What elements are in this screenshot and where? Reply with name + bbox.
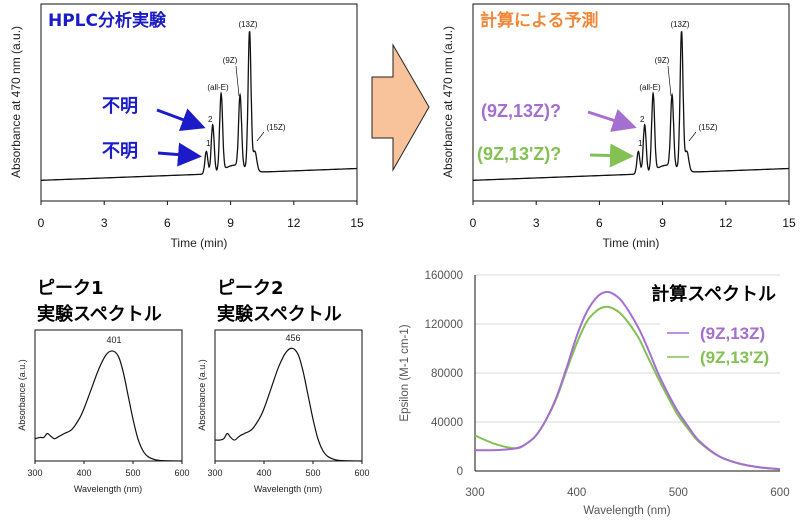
- arrow-icon: [156, 108, 206, 131]
- x-tick-label: 300: [465, 487, 484, 499]
- x-tick-label: 15: [782, 216, 796, 230]
- x-tick-label: 600: [770, 487, 789, 499]
- title-background: [628, 278, 780, 306]
- y-axis-label: Absorbance at 470 nm (a.u.): [9, 26, 23, 178]
- plot-frame: [472, 3, 790, 202]
- calculated-spectrum-chart: 0 40000 80000 120000 160000 300 400 500 600 Wave…: [399, 270, 790, 517]
- chromatogram-line: [473, 31, 789, 181]
- y-axis-label: Absorbance (a.u.): [17, 359, 27, 431]
- peak-label-9z: (9Z): [223, 56, 238, 65]
- y-tick-label: 0: [457, 466, 463, 478]
- x-tick-label: 9: [227, 216, 234, 230]
- series-lines: [474, 290, 781, 471]
- peak-wavelength-label: 456: [285, 333, 300, 343]
- x-tick-label: 600: [174, 468, 189, 478]
- x-tick-label: 400: [256, 468, 271, 478]
- x-tick-label: 0: [38, 216, 45, 230]
- x-ticks: 300 400 500 600: [27, 461, 190, 478]
- x-tick-label: 600: [354, 468, 369, 478]
- x-tick-label: 3: [533, 216, 540, 230]
- leader-line: [235, 65, 240, 97]
- y-tick-label: 120000: [425, 319, 463, 331]
- annotation-unknown-1: 不明: [102, 141, 138, 162]
- x-ticks: 0 3 6 9 12 15: [470, 201, 796, 230]
- x-tick-label: 12: [719, 216, 733, 230]
- plot-frame: [40, 3, 358, 202]
- x-tick-label: 500: [125, 468, 140, 478]
- peak-label-15z: (15Z): [698, 123, 717, 132]
- x-tick-label: 500: [305, 468, 320, 478]
- peak-label-1: 1: [638, 139, 643, 148]
- x-tick-label: 300: [27, 468, 42, 478]
- peak-label-all-e: (all-E): [207, 83, 229, 92]
- annotation-9z-13prime-z: (9Z,13'Z)?: [477, 144, 561, 164]
- y-axis-label: Absorbance at 470 nm (a.u.): [441, 26, 455, 178]
- peak-label-13z: (13Z): [670, 20, 689, 29]
- x-tick-label: 0: [470, 216, 477, 230]
- x-axis-label: Time (min): [171, 236, 228, 250]
- leader-line: [256, 131, 265, 142]
- plot-frame: [34, 329, 183, 462]
- x-tick-label: 400: [76, 468, 91, 478]
- x-axis-label: Time (min): [603, 236, 660, 250]
- y-axis-label: Absorbance (a.u.): [197, 359, 207, 431]
- x-tick-label: 500: [669, 487, 688, 499]
- arrow-icon: [589, 143, 634, 168]
- x-tick-label: 300: [207, 468, 222, 478]
- y-tick-label: 40000: [431, 417, 463, 429]
- spectrum-title-line1: ピーク2: [217, 278, 284, 299]
- x-ticks: 0 3 6 9 12 15: [38, 201, 364, 230]
- peak-label-9z: (9Z): [655, 56, 670, 65]
- peak-label-2: 2: [208, 115, 213, 124]
- x-tick-label: 6: [596, 216, 603, 230]
- x-tick-label: 15: [350, 216, 364, 230]
- arrow-icon: [587, 109, 637, 132]
- chart-title: HPLC分析実験: [48, 10, 167, 31]
- legend-label-9z-13prime-z: (9Z,13'Z): [700, 348, 769, 367]
- spectrum-title-line1: ピーク1: [37, 278, 104, 299]
- x-tick-label: 6: [164, 216, 171, 230]
- chart-title: 計算による予測: [480, 10, 599, 31]
- x-axis-label: Wavelength (nm): [583, 505, 670, 517]
- peak-label-all-e: (all-E): [639, 83, 661, 92]
- x-tick-label: 3: [101, 216, 108, 230]
- annotation-9z-13z: (9Z,13Z)?: [481, 101, 561, 121]
- x-tick-label: 400: [567, 487, 586, 499]
- peak1-spectrum: ピーク1 実験スペクトル 300 400 500 600 Wavelength (nm…: [17, 278, 190, 494]
- axis-ticks: 0 40000 80000 120000 160000 300 400 500 600: [425, 270, 790, 499]
- spectrum-title-line2: 実験スペクトル: [37, 303, 162, 325]
- y-tick-label: 80000: [431, 368, 463, 380]
- y-axis-label: Epsilon (M-1 cm-1): [399, 324, 411, 421]
- spectrum-line: [34, 350, 183, 462]
- arrow-icon: [157, 142, 202, 167]
- spectrum-line: [214, 347, 363, 462]
- spectrum-title-line2: 実験スペクトル: [217, 303, 342, 325]
- chart-title: 計算スペクトル: [651, 283, 776, 305]
- x-axis-label: Wavelength (nm): [74, 484, 142, 494]
- leader-line: [667, 65, 672, 97]
- legend-background: [660, 322, 790, 372]
- y-tick-label: 160000: [425, 270, 463, 282]
- hplc-chart-prediction: 計算による予測 0 3 6 9 12 15 Time (min) Absorbance a…: [441, 3, 796, 250]
- right-arrow-icon: [371, 43, 430, 172]
- leader-line: [688, 131, 697, 142]
- peak-label-13z: (13Z): [238, 20, 257, 29]
- hplc-chart-experiment: HPLC分析実験 0 3 6 9 12 15 Time (min) Absorbance …: [9, 3, 364, 250]
- x-ticks: 300 400 500 600: [207, 461, 370, 478]
- peak2-spectrum: ピーク2 実験スペクトル 300 400 500 600 Wavelength (nm…: [197, 278, 370, 494]
- peak-wavelength-label: 401: [106, 335, 121, 345]
- peak-label-2: 2: [640, 115, 645, 124]
- peak-label-1: 1: [206, 139, 211, 148]
- annotation-unknown-2: 不明: [102, 96, 138, 117]
- legend-label-9z-13z: (9Z,13Z): [700, 324, 765, 343]
- series-line-9z-13z: [474, 290, 781, 471]
- x-tick-label: 9: [659, 216, 666, 230]
- plot-frame: [214, 329, 363, 462]
- x-axis-label: Wavelength (nm): [254, 484, 322, 494]
- peak-label-15z: (15Z): [266, 123, 285, 132]
- x-tick-label: 12: [287, 216, 301, 230]
- chromatogram-line: [41, 31, 357, 181]
